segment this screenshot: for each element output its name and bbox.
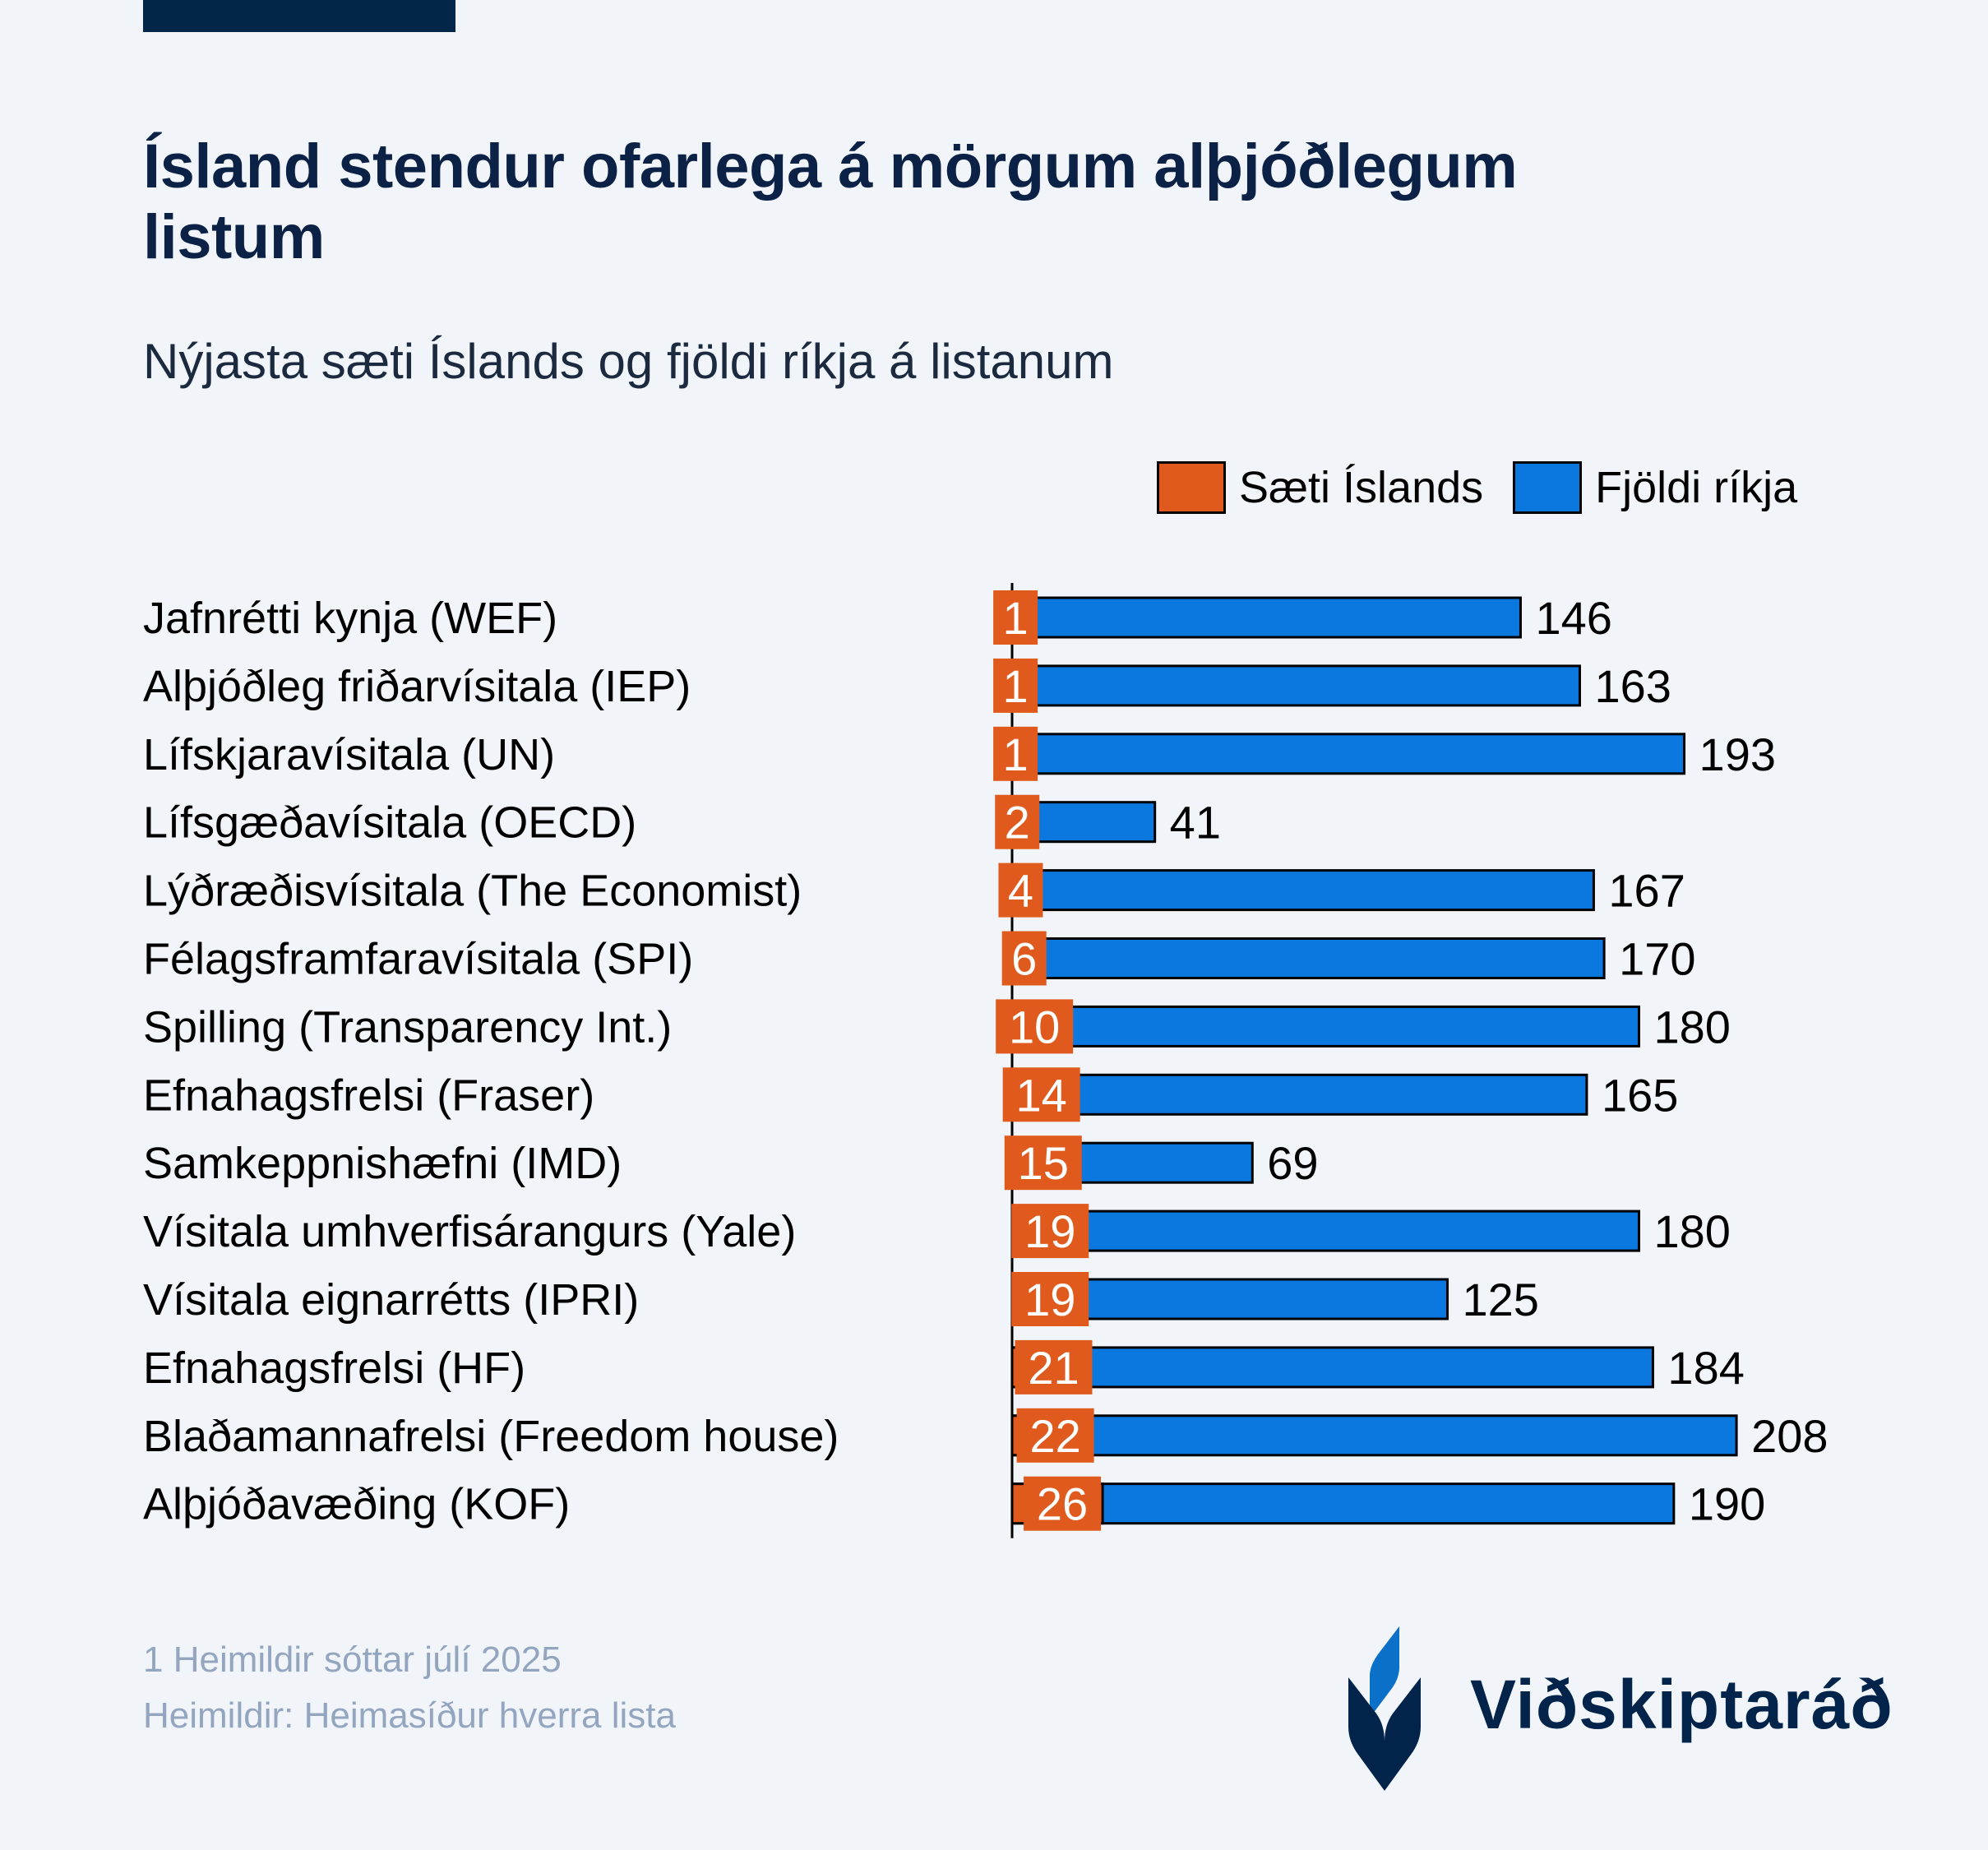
rank-label: 22 [1029,1410,1080,1462]
count-label: 190 [1689,1478,1765,1530]
bar-count [1010,1209,1640,1252]
rank-label-box [1016,1408,1094,1463]
bar-count [1010,596,1522,639]
bar-count [1010,1346,1654,1389]
legend: Sæti Íslands Fjöldi ríkja [1157,461,1827,514]
category-label: Vísitala eignarrétts (IPRI) [143,1275,639,1325]
count-label: 184 [1667,1342,1744,1394]
category-label: Jafnrétti kynja (WEF) [143,594,557,643]
count-label: 125 [1463,1274,1539,1325]
category-label: Vísitala umhverfisárangurs (Yale) [143,1207,796,1256]
rank-label-box [1004,1135,1082,1191]
count-label: 163 [1594,660,1671,712]
rank-label: 1 [1003,592,1029,644]
footer: 1 Heimildir sóttar júlí 2025 Heimildir: … [143,1632,676,1744]
count-label: 193 [1699,728,1776,780]
count-label: 69 [1267,1137,1318,1189]
chart-subtitle: Nýjasta sæti Íslands og fjöldi ríkja á l… [143,334,1114,389]
category-label: Félagsframfaravísitala (SPI) [143,935,693,984]
logo-text: Viðskiptaráð [1470,1665,1893,1743]
rank-label: 15 [1018,1137,1069,1189]
count-label: 167 [1608,865,1685,917]
logo-leaf-icon [1348,1626,1421,1791]
rank-label: 19 [1024,1205,1075,1257]
rank-label-box [1015,1339,1093,1394]
count-label: 165 [1602,1069,1678,1121]
rank-label: 2 [1005,797,1030,849]
rank-label: 1 [1003,660,1029,712]
rank-label-box [996,999,1074,1054]
category-label: Alþjóðleg friðarvísitala (IEP) [143,662,691,711]
bar-count [1010,937,1606,979]
count-label: 146 [1535,592,1611,644]
category-label: Efnahagsfrelsi (Fraser) [143,1071,594,1120]
rank-label-box [1024,1476,1102,1531]
legend-item-count: Fjöldi ríkja [1513,461,1797,514]
footer-note: 1 Heimildir sóttar júlí 2025 [143,1640,562,1680]
count-label: 180 [1653,1205,1730,1257]
category-label: Lífskjaravísitala (UN) [143,730,555,779]
rank-label: 1 [1003,728,1029,780]
rank-label: 6 [1011,933,1037,985]
category-label: Blaðamannafrelsi (Freedom house) [143,1412,839,1461]
rank-label-box [998,863,1043,918]
rank-label-box [993,658,1038,713]
logo: Viðskiptaráð [1345,1618,1893,1791]
rank-label: 4 [1008,865,1033,917]
bar-count [1010,1073,1588,1116]
bar-count [1010,664,1581,707]
category-label: Spilling (Transparency Int.) [143,1002,672,1052]
rank-label: 26 [1037,1478,1088,1530]
top-accent-bar [143,0,455,32]
chart-title: Ísland stendur ofarlega á mörgum alþjóðl… [143,132,1518,272]
legend-swatch-rank [1157,461,1226,514]
rank-label: 14 [1016,1069,1067,1121]
rank-label-box [1011,1272,1089,1326]
count-label: 180 [1653,1001,1730,1052]
bar-count [1010,869,1595,912]
rank-label-box [995,794,1040,849]
rank-label-box [993,590,1038,645]
rank-label-box [1011,1204,1089,1259]
bar-count [1010,733,1686,775]
category-label: Efnahagsfrelsi (HF) [143,1344,525,1393]
category-label: Alþjóðavæðing (KOF) [143,1480,570,1529]
category-label: Samkeppnishæfni (IMD) [143,1139,622,1188]
rank-label-box [993,726,1038,781]
rank-label: 10 [1009,1001,1060,1052]
rank-label: 19 [1024,1274,1075,1325]
legend-item-rank: Sæti Íslands [1157,461,1483,514]
count-label: 170 [1619,933,1695,985]
category-label: Lífsgæðavísitala (OECD) [143,798,636,848]
count-label: 41 [1170,797,1221,849]
bar-count [1010,1482,1676,1525]
rank-label: 21 [1028,1342,1079,1394]
rank-label-box [1002,1067,1080,1122]
bar-count [1010,1414,1738,1457]
legend-label-count: Fjöldi ríkja [1595,463,1798,512]
count-label: 208 [1751,1410,1828,1462]
footer-source: Heimildir: Heimasíður hverra lista [143,1695,676,1736]
legend-label-rank: Sæti Íslands [1239,463,1484,512]
rank-label-box [1001,931,1047,986]
legend-swatch-count [1513,461,1583,514]
bar-count [1010,1005,1640,1048]
category-label: Lýðræðisvísitala (The Economist) [143,867,802,916]
